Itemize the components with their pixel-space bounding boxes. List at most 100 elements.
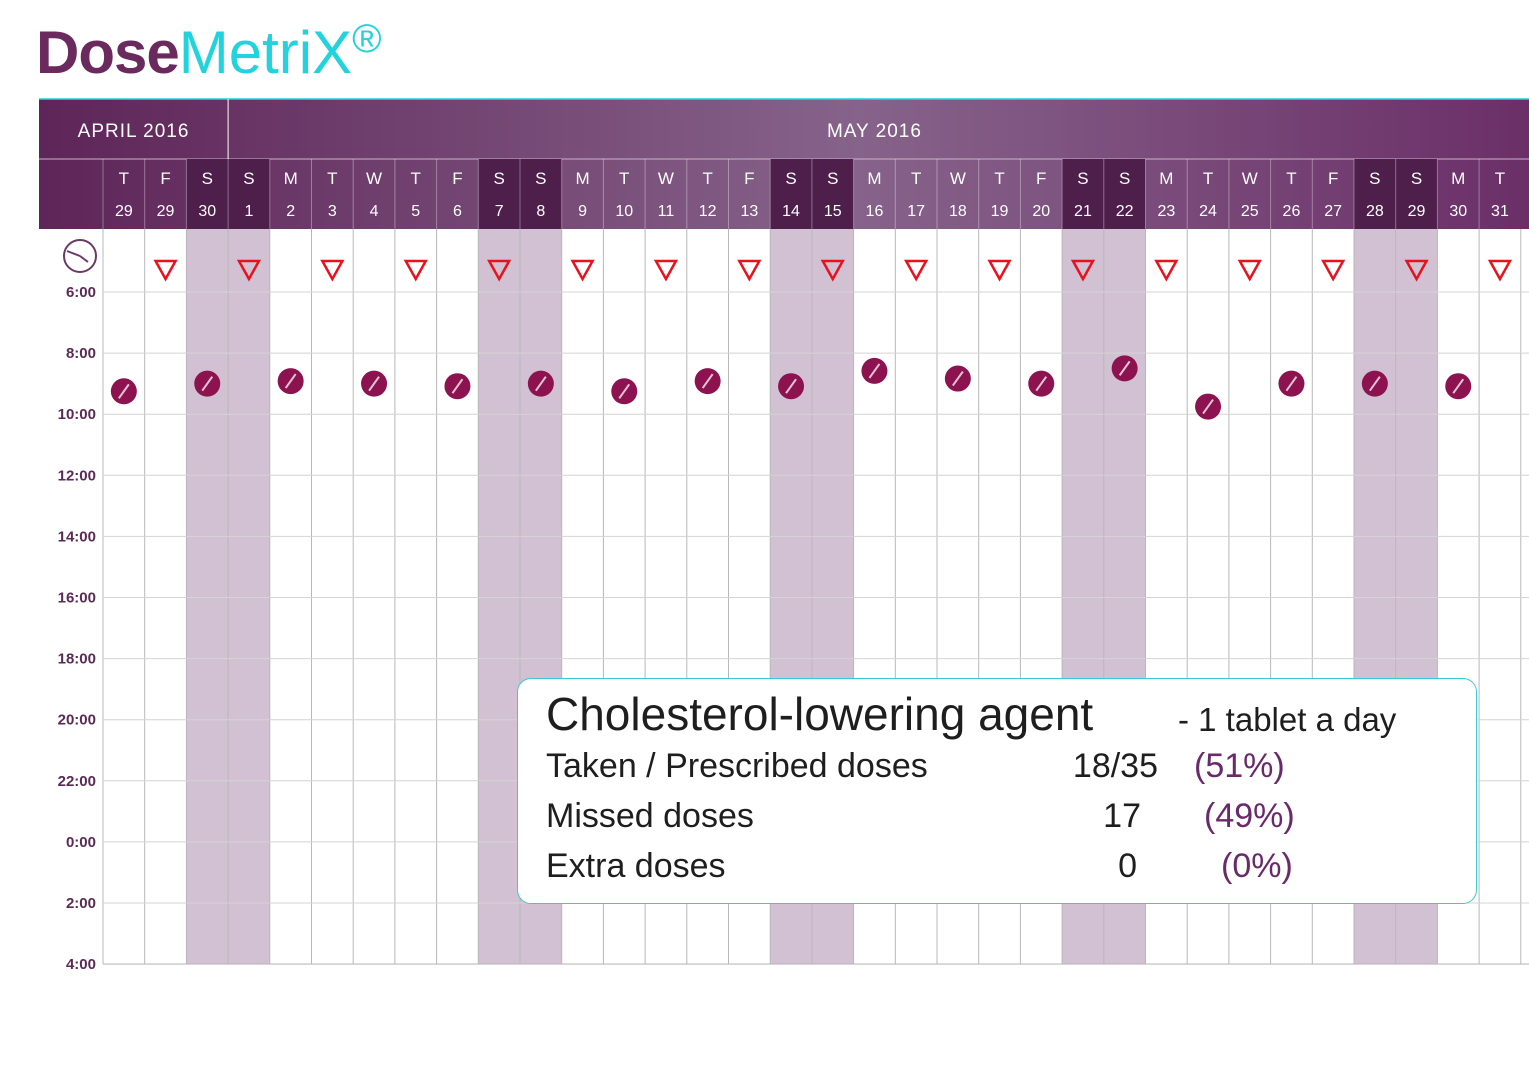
day-number-label: 30 <box>198 203 216 220</box>
missed-dose-triangle-icon <box>1154 259 1179 282</box>
day-of-week-label: M <box>284 169 298 188</box>
missed-dose-triangle-icon <box>1070 259 1096 282</box>
time-axis-label: 18:00 <box>58 651 96 668</box>
summary-row-missed: Missed doses 17 (49%) <box>546 797 1446 841</box>
day-of-week-label: F <box>1328 169 1338 188</box>
day-number-label: 1 <box>244 203 253 220</box>
day-number-label: 18 <box>949 203 967 220</box>
pill-score-line <box>618 383 631 399</box>
registered-mark: ® <box>352 17 382 61</box>
missed-dose-triangle-icon <box>987 259 1012 282</box>
tablet-pill-icon <box>694 368 721 395</box>
day-of-week-label: S <box>202 169 213 188</box>
tablet-pill-icon <box>194 370 221 397</box>
weekend-column <box>186 229 229 964</box>
day-of-week-label: T <box>327 169 337 188</box>
weekend-header-cell <box>1062 159 1104 229</box>
day-of-week-label: T <box>1286 169 1296 188</box>
missed-dose-triangle-icon <box>320 259 345 282</box>
day-of-week-label: S <box>1369 169 1380 188</box>
weekend-header-cell <box>811 159 854 229</box>
tablet-pill-icon <box>527 370 554 397</box>
day-of-week-label: T <box>1495 169 1505 188</box>
missed-dose-triangle-icon <box>1404 259 1429 282</box>
day-of-week-label: S <box>1077 169 1088 188</box>
day-of-week-label: T <box>619 169 629 188</box>
pill-score-line <box>201 376 214 392</box>
time-axis-label: 22:00 <box>58 773 96 790</box>
summary-row-percent: (51%) <box>1194 747 1285 785</box>
missed-dose-triangle-icon <box>653 259 679 282</box>
summary-row-percent: (0%) <box>1221 847 1293 885</box>
day-number-label: 10 <box>615 203 633 220</box>
time-axis-label: 10:00 <box>58 406 96 423</box>
day-number-label: 2 <box>286 203 295 220</box>
day-of-week-label: T <box>994 169 1004 188</box>
day-of-week-label: W <box>658 169 674 188</box>
pill-score-line <box>952 370 964 387</box>
medication-name: Cholesterol-lowering agent <box>546 688 1094 740</box>
day-of-week-label: F <box>452 169 462 188</box>
day-of-week-label: T <box>1203 169 1213 188</box>
summary-row-percent: (49%) <box>1204 797 1295 835</box>
day-number-label: 6 <box>453 203 462 220</box>
day-number-label: 22 <box>1116 203 1134 220</box>
pill-score-line <box>118 383 130 399</box>
day-number-label: 12 <box>699 203 717 220</box>
day-number-label: 27 <box>1324 203 1342 220</box>
tablet-pill-icon <box>277 368 304 395</box>
day-of-week-label: S <box>1119 169 1130 188</box>
day-number-label: 16 <box>866 203 884 220</box>
missed-dose-triangle-icon <box>737 259 762 282</box>
day-number-label: 23 <box>1157 203 1175 220</box>
clock-icon-hand <box>66 250 81 257</box>
time-axis-label: 4:00 <box>66 956 96 973</box>
weekend-header-cell <box>1354 159 1396 229</box>
day-of-week-label: W <box>1242 169 1258 188</box>
pill-score-line <box>1369 376 1381 392</box>
day-number-label: 28 <box>1366 203 1384 220</box>
pill-score-line <box>1035 376 1048 392</box>
summary-row-label: Missed doses <box>546 797 754 835</box>
day-of-week-label: T <box>702 169 712 188</box>
time-axis-label: 2:00 <box>66 895 96 912</box>
day-of-week-label: M <box>1451 169 1465 188</box>
time-axis-label: 20:00 <box>58 712 96 729</box>
time-axis-label: 6:00 <box>66 284 96 301</box>
pill-score-line <box>368 376 380 392</box>
clock-icon-face <box>63 239 97 273</box>
missed-dose-triangle-icon <box>1321 259 1346 282</box>
weekend-header-cell <box>1395 159 1438 229</box>
day-number-label: 13 <box>740 203 758 220</box>
day-of-week-label: S <box>493 169 504 188</box>
day-of-week-label: T <box>119 169 129 188</box>
day-number-label: 31 <box>1491 203 1509 220</box>
tablet-pill-icon <box>1361 370 1388 397</box>
day-number-label: 29 <box>1408 203 1426 220</box>
day-number-label: 11 <box>658 203 675 220</box>
day-number-label: 29 <box>115 203 133 220</box>
pill-score-line <box>451 378 464 394</box>
missed-dose-triangle-icon <box>1237 259 1262 282</box>
summary-row-value: 0 <box>1118 847 1137 885</box>
day-number-label: 29 <box>157 203 175 220</box>
day-number-label: 15 <box>824 203 842 220</box>
day-number-label: 25 <box>1241 203 1259 220</box>
day-number-label: 24 <box>1199 203 1217 220</box>
dosemetrix-logo: DoseMetriX® <box>36 17 382 88</box>
missed-dose-triangle-icon <box>403 259 428 282</box>
day-of-week-label: S <box>827 169 838 188</box>
adherence-summary-panel: Cholesterol-lowering agent - 1 tablet a … <box>517 678 1477 904</box>
weekend-header-cell <box>228 159 270 229</box>
day-number-label: 19 <box>991 203 1009 220</box>
missed-dose-triangle-icon <box>153 259 178 282</box>
day-of-week-label: F <box>1036 169 1046 188</box>
tablet-pill-icon <box>110 378 137 405</box>
pill-score-line <box>535 376 547 392</box>
day-of-week-label: T <box>911 169 921 188</box>
tablet-pill-icon <box>861 357 888 384</box>
day-number-label: 26 <box>1283 203 1301 220</box>
pill-score-line <box>1452 378 1465 394</box>
day-number-label: 3 <box>328 203 337 220</box>
day-number-label: 20 <box>1032 203 1050 220</box>
